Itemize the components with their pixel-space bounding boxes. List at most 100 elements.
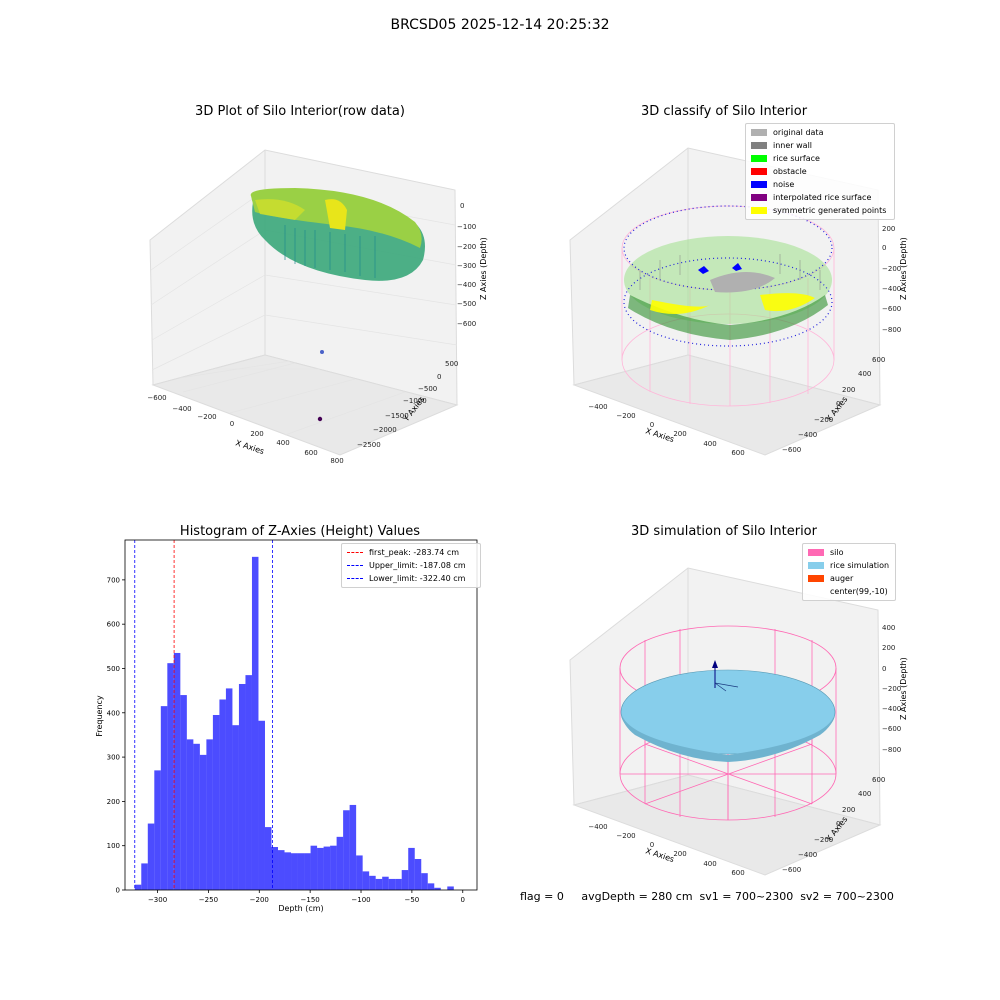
z-tick: −200	[882, 265, 901, 273]
x-tick: 200	[673, 430, 686, 438]
z-axis-label: Z Axies (Depth)	[899, 657, 908, 720]
y-tick-label: 0	[116, 887, 120, 895]
histogram-bar	[343, 810, 350, 890]
z-tick: −100	[457, 223, 476, 231]
legend-swatch	[751, 207, 767, 214]
z-axis-label: Z Axies (Depth)	[479, 237, 488, 300]
z-tick: −800	[882, 326, 901, 334]
histogram-bar	[284, 852, 292, 890]
x-tick: −200	[616, 832, 635, 840]
status-line: flag = 0 avgDepth = 280 cm sv1 = 700~230…	[520, 890, 894, 903]
legend-swatch	[808, 562, 824, 569]
raw-plot-3d[interactable]: −600 −400 −200 0 200 400 600 800 500 0 −…	[135, 130, 495, 470]
y-tick: 0	[437, 373, 441, 381]
classify-legend: original data inner wall rice surface ob…	[745, 123, 895, 220]
x-tick: 200	[673, 850, 686, 858]
x-tick: −400	[588, 823, 607, 831]
classify-tick-labels: −400 −200 0 200 400 600 600 400 200 0 −2…	[588, 225, 901, 457]
simulation-plot-title: 3D simulation of Silo Interior	[631, 524, 817, 539]
z-tick: −600	[882, 725, 901, 733]
plot-frame	[124, 539, 478, 891]
legend-label: auger	[830, 574, 854, 583]
x-tick-label: −100	[351, 896, 370, 904]
histogram-bar	[336, 836, 344, 890]
histogram-bar	[291, 853, 298, 890]
y-tick: 500	[445, 360, 458, 368]
histogram-bar	[186, 739, 194, 890]
histogram-bar	[232, 725, 239, 890]
y-tick: −500	[418, 385, 437, 393]
x-tick: 400	[276, 439, 289, 447]
x-tick-label: −200	[250, 896, 269, 904]
figure-title: BRCSD05 2025-12-14 20:25:32	[390, 17, 610, 33]
legend-label: center(99,-10)	[830, 587, 888, 596]
y-tick: −600	[782, 866, 801, 874]
histogram-bar	[219, 699, 226, 890]
z-tick: 0	[882, 244, 886, 252]
z-tick: −400	[882, 705, 901, 713]
histogram-bar	[375, 878, 383, 890]
histogram-bar	[382, 876, 389, 890]
y-tick: −400	[798, 851, 817, 859]
y-tick: 400	[858, 790, 871, 798]
histogram-bar	[258, 720, 265, 890]
legend-item: original data	[751, 126, 889, 139]
y-tick-label: 600	[107, 621, 120, 629]
auger-marker	[712, 660, 739, 692]
histogram-bar	[427, 883, 435, 890]
y-tick: −2500	[357, 441, 381, 449]
histogram-bar	[421, 873, 428, 890]
z-tick: −500	[457, 300, 476, 308]
y-tick-label: 100	[107, 842, 120, 850]
histogram-bar	[414, 858, 422, 890]
y-tick: −1000	[403, 397, 427, 405]
x-tick: 200	[250, 430, 263, 438]
legend-swatch	[751, 155, 767, 162]
z-axis-label: Z Axies (Depth)	[899, 237, 908, 300]
y-tick-label: 700	[107, 576, 120, 584]
legend-line	[347, 578, 363, 579]
x-tick: −400	[588, 403, 607, 411]
histogram-bar	[297, 853, 305, 890]
y-tick: 200	[842, 806, 855, 814]
histogram-bar	[160, 706, 168, 890]
x-tick: 600	[731, 869, 744, 877]
histogram-bar	[408, 847, 415, 890]
x-tick: −400	[172, 405, 191, 413]
histogram-bar	[264, 827, 272, 890]
legend-label: interpolated rice surface	[773, 193, 872, 202]
histogram-chart[interactable]: −300 −250 −200 −150 −100 −50 0 0 100 200 300 400 50…	[80, 530, 495, 915]
histogram-bar	[330, 845, 337, 890]
legend-item: noise	[751, 178, 889, 191]
x-tick-label: 0	[461, 896, 465, 904]
histogram-bar	[395, 878, 402, 890]
legend-swatch	[751, 142, 767, 149]
y-ticks: 0 100 200 300 400 500 600 700	[107, 576, 125, 895]
y-tick: 0	[836, 820, 840, 828]
simulation-plot-3d[interactable]: −400 −200 0 200 400 600 600 400 200 0 −2…	[560, 550, 920, 890]
legend-item: Lower_limit: -322.40 cm	[347, 572, 475, 585]
legend-label: silo	[830, 548, 844, 557]
legend-label: Lower_limit: -322.40 cm	[369, 574, 466, 583]
x-tick: 800	[330, 457, 343, 465]
legend-swatch	[808, 575, 824, 582]
legend-item: symmetric generated points	[751, 204, 889, 217]
legend-item: silo	[808, 546, 890, 559]
y-tick-label: 200	[107, 798, 120, 806]
y-tick: −200	[814, 836, 833, 844]
y-tick: −2000	[373, 426, 397, 434]
histogram-bar	[362, 871, 370, 890]
legend-line	[347, 552, 363, 553]
rice-simulation-surface	[620, 669, 836, 762]
simulation-tick-labels: −400 −200 0 200 400 600 600 400 200 0 −2…	[588, 624, 901, 877]
histogram-bar	[388, 878, 396, 890]
histogram-bar	[401, 870, 409, 890]
histogram-bar	[323, 846, 331, 890]
x-axis-label: X Axies	[234, 438, 265, 456]
histogram-bar	[251, 556, 259, 890]
x-tick: 0	[650, 841, 654, 849]
z-tick: −200	[882, 685, 901, 693]
histogram-bar	[212, 715, 220, 890]
z-tick: 200	[882, 644, 895, 652]
x-tick: 600	[304, 449, 317, 457]
